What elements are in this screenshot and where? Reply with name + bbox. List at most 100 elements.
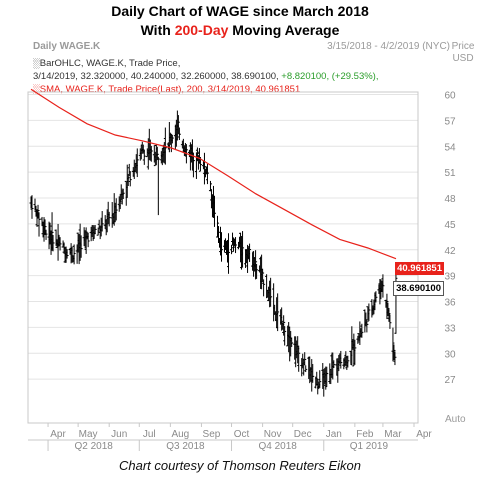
sma-line (30, 88, 397, 260)
unit-line2: USD (452, 53, 474, 64)
ohlc-bar (269, 277, 273, 307)
sma-series-icon: ░ (33, 84, 40, 95)
legend-bar-label: ░BarOHLC, WAGE.K, Trade Price, (33, 58, 181, 69)
ohlc-bars (29, 110, 398, 397)
month-label: Jan (326, 429, 342, 440)
ohlc-bar (234, 237, 238, 254)
ohlc-bar (367, 303, 371, 322)
ohlc-bar (176, 115, 180, 135)
axes (27, 91, 419, 451)
auto-scale-button[interactable]: Auto (445, 414, 466, 425)
ohlc-bar (388, 314, 392, 329)
legend-bar-values: 3/14/2019, 32.320000, 40.240000, 32.2600… (33, 71, 379, 82)
y-tick-label: 36 (444, 298, 456, 309)
ohlc-bar (261, 268, 265, 283)
unit-line1: Price (451, 41, 475, 52)
ohlc-bar (149, 145, 153, 162)
month-label: Sep (203, 429, 221, 440)
grid (28, 94, 418, 380)
ohlc-bar (128, 171, 132, 187)
ohlc-bar (50, 212, 54, 251)
quarter-label: Q2 2018 (74, 441, 113, 452)
month-label: Jul (143, 429, 156, 440)
y-tick-label: 60 (444, 91, 456, 102)
axis-labels: 27 30 33 36 39 42 45 48 51 54 57 60 Apr May Jun Jul Aug S… (50, 91, 456, 453)
month-label: Jun (111, 429, 127, 440)
sma-path (30, 88, 397, 260)
chart-title-line1: Daily Chart of WAGE since March 2018 (111, 3, 369, 19)
ohlc-bar (311, 364, 315, 383)
y-tick-label: 30 (444, 349, 456, 360)
ohlc-bar (121, 188, 125, 199)
ohlc-bar (282, 315, 286, 336)
ohlc-bar (208, 180, 212, 192)
ohlc-bar (394, 264, 398, 334)
ohlc-bar (212, 195, 216, 227)
ohlc-bar (227, 233, 231, 274)
ohlc-bar (170, 134, 174, 144)
ohlc-bar (37, 212, 41, 237)
ohlc-bar (248, 243, 252, 262)
ohlc-bar (36, 204, 40, 219)
ohlc-bar (51, 235, 55, 252)
ohlc-bar (255, 263, 259, 279)
last-price-tag: 38.690100 (393, 281, 444, 296)
month-label: Mar (384, 429, 402, 440)
ohlc-bar (230, 244, 234, 255)
ohlc-bar (177, 127, 181, 141)
month-label: Dec (294, 429, 312, 440)
date-range: 3/15/2018 - 4/2/2019 (NYC) (327, 41, 450, 52)
sma-value-tag: 40.961851 (395, 262, 444, 275)
ohlc-bar (262, 279, 266, 297)
ohlc-bar (297, 345, 301, 372)
ohlc-bar (114, 198, 118, 221)
month-label: Apr (416, 429, 432, 440)
y-tick-label: 57 (444, 116, 456, 127)
ohlc-bar (205, 164, 209, 185)
ohlc-bar (346, 355, 350, 368)
y-tick-label: 51 (444, 168, 456, 179)
ohlc-bar (219, 232, 223, 262)
y-tick-label: 54 (444, 142, 456, 153)
ohlc-bar (381, 274, 385, 298)
y-tick-label: 42 (444, 246, 456, 257)
ohlc-bar (86, 232, 90, 248)
month-label: Nov (264, 429, 282, 440)
ohlc-bar (374, 291, 378, 303)
ohlc-bar (58, 237, 62, 251)
title-highlight: 200-Day (174, 22, 229, 38)
y-tick-label: 39 (444, 272, 456, 283)
ohlc-bar (142, 149, 146, 165)
ohlc-bar (276, 293, 280, 332)
ohlc-bar (325, 366, 329, 388)
month-label: Oct (234, 429, 250, 440)
title-prefix: With (140, 22, 175, 38)
ohlc-bar (392, 344, 396, 361)
ohlc-bar (43, 219, 47, 236)
ohlc-bar (360, 323, 364, 338)
ohlc-bar (393, 351, 397, 366)
quarter-label: Q3 2018 (166, 441, 205, 452)
month-label: Apr (50, 429, 66, 440)
ohlc-bar (391, 327, 395, 362)
y-tick-label: 27 (444, 375, 456, 386)
ohlc-bar (241, 231, 245, 268)
ohlc-bar (254, 250, 258, 280)
ohlc-bar (290, 337, 294, 347)
ohlc-bar (79, 235, 83, 258)
ohlc-bar (303, 352, 307, 365)
ohlc-bar (332, 360, 336, 369)
ohlc-bar (96, 227, 100, 236)
ohlc-bar (44, 229, 48, 240)
ohlc-bar (280, 307, 284, 331)
plot-frame (27, 91, 419, 424)
month-label: Feb (356, 429, 374, 440)
ohlc-bar (304, 365, 308, 373)
ohlc-bar (272, 283, 276, 322)
ohlc-bar (107, 211, 111, 227)
ohlc-bar (328, 363, 332, 384)
ohlc-bar (365, 320, 369, 333)
ohlc-bar (364, 312, 368, 327)
title-suffix: Moving Average (228, 22, 340, 38)
